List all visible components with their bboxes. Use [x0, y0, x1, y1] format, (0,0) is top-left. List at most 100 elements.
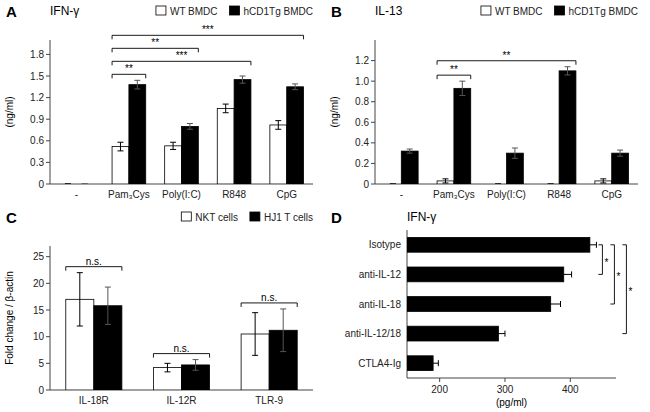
significance-label: * [616, 271, 620, 282]
x-tick-label: TLR-9 [255, 395, 283, 406]
significance-label: n.s. [86, 256, 102, 267]
error-bar [600, 179, 606, 183]
y-axis [375, 40, 376, 184]
legend-label: WT BMDC [495, 6, 543, 17]
bar [559, 71, 576, 184]
y-tick [371, 60, 375, 61]
error-bar [280, 309, 286, 352]
title: IL-13 [375, 4, 403, 18]
significance-label: n.s. [173, 343, 189, 354]
y-tick-label: 1.5 [30, 71, 44, 82]
error-bar [65, 184, 71, 185]
bar [407, 237, 590, 252]
bar [490, 184, 507, 185]
significance-label: ** [151, 37, 159, 48]
significance-bracket [112, 61, 251, 65]
bar [287, 87, 304, 184]
y-tick [46, 256, 50, 257]
x-tick-label: IL-18R [79, 395, 109, 406]
significance-bracket [153, 354, 209, 358]
panel: CNKT cellsHJ1 T cells0510152025Fold chan… [4, 209, 313, 406]
panel-label: A [6, 3, 17, 20]
error-bar [252, 313, 258, 356]
x-tick-label: CpG [601, 189, 622, 200]
y-axis [50, 246, 51, 390]
significance-label: * [604, 257, 608, 268]
x-tick-label: R848 [222, 189, 246, 200]
x-tick [439, 378, 440, 382]
y-axis-label: (ng/ml) [329, 96, 340, 127]
y-tick-label: 20 [33, 278, 45, 289]
error-bar [187, 124, 193, 130]
bar [407, 297, 551, 312]
y-tick [46, 76, 50, 77]
error-bar [164, 363, 170, 372]
panel: DIFN-γ200300400(pg/ml)Isotypeanti-IL-12a… [309, 209, 632, 408]
marks [390, 67, 629, 184]
bar [76, 184, 93, 185]
legend-swatch [481, 6, 491, 15]
significance-bracket [437, 61, 576, 65]
error-bar [292, 84, 298, 90]
bar [612, 153, 629, 184]
significance-label: ** [125, 63, 133, 74]
y-tick-label: 1.0 [355, 76, 369, 87]
significance-bracket [66, 267, 122, 271]
y-tick-label: 0 [38, 385, 44, 396]
x-tick-label: Pam₃Cys [108, 189, 150, 200]
panel-label: D [331, 209, 342, 226]
bar [129, 85, 146, 184]
bar [407, 267, 564, 282]
legend-swatch [181, 212, 191, 221]
legend-label: hCD1Tg BMDC [244, 6, 313, 17]
significance-label: *** [202, 24, 214, 35]
panel: BIL-13WT BMDChCD1Tg BMDC00.20.40.60.81.0… [329, 3, 638, 200]
y-tick-label: 0.4 [355, 137, 369, 148]
bar [401, 151, 418, 184]
error-bar [583, 242, 596, 248]
panel-label: B [331, 3, 342, 20]
y-tick-label: 0.6 [355, 117, 369, 128]
bar [59, 184, 76, 185]
x-axis [407, 378, 616, 379]
bar [384, 184, 401, 185]
y-tick [46, 390, 50, 391]
bar [542, 184, 559, 185]
legend-swatch [555, 6, 565, 15]
title: IFN-γ [50, 4, 79, 18]
y-tick-label: 0.2 [355, 158, 369, 169]
y-tick-label: 1.8 [30, 49, 44, 60]
y-tick-label: 0.8 [355, 96, 369, 107]
y-tick [46, 140, 50, 141]
marks [65, 76, 304, 184]
significance-label: n.s. [261, 292, 277, 303]
legend: WT BMDChCD1Tg BMDC [481, 6, 638, 17]
bar [270, 125, 287, 184]
y-tick [46, 119, 50, 120]
legend-swatch [156, 6, 166, 15]
error-bar [541, 301, 561, 307]
error-bar [459, 81, 465, 95]
significance-bracket [112, 48, 198, 52]
y-tick [46, 54, 50, 55]
y-tick [371, 81, 375, 82]
x-tick-label: Pam₃Cys [433, 189, 475, 200]
error-bar [240, 76, 246, 83]
panel: AIFN-γWT BMDChCD1Tg BMDC00.30.60.91.21.5… [4, 3, 313, 200]
significance-bracket [241, 303, 297, 307]
y-axis [50, 40, 51, 184]
y-tick [371, 101, 375, 102]
bar [182, 126, 199, 184]
error-bar [556, 271, 572, 277]
y-tick [46, 283, 50, 284]
error-bar [390, 184, 396, 185]
y-tick-label: 15 [33, 305, 45, 316]
x-tick-label: 200 [431, 384, 448, 395]
bar [112, 147, 129, 184]
x-axis-label: (pg/ml) [496, 397, 527, 408]
y-tick-label: 5 [38, 358, 44, 369]
error-bar [170, 142, 176, 149]
error-bar [105, 287, 111, 324]
x-tick-label: Poly(I:C) [162, 189, 201, 200]
error-bar [617, 150, 623, 156]
